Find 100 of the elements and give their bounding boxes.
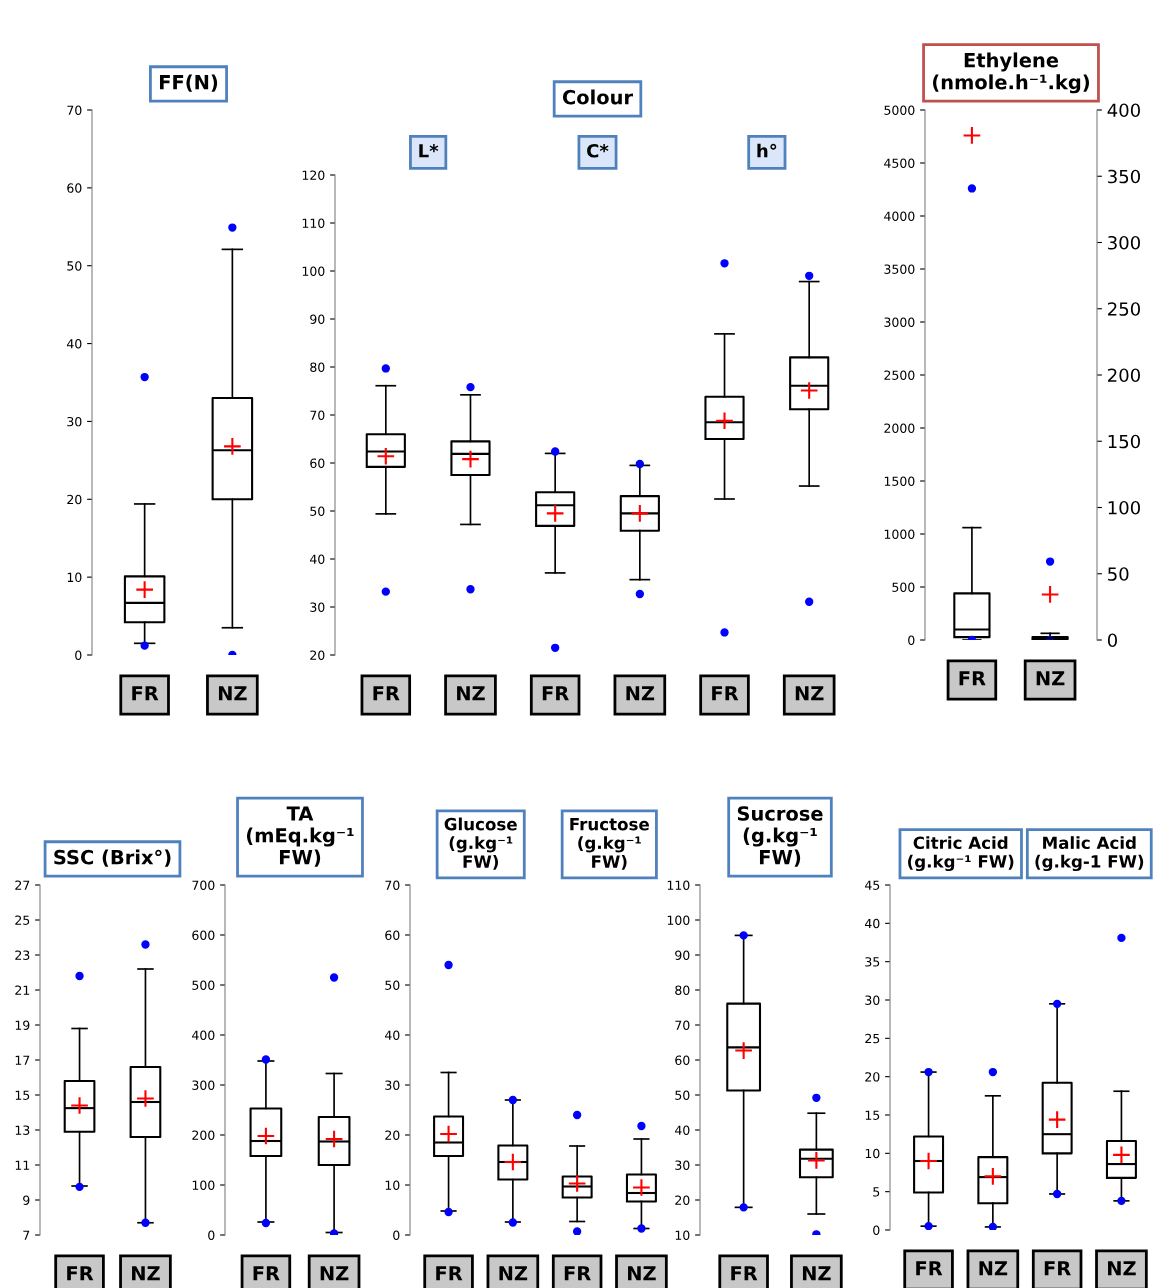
text: h° (757, 143, 777, 158)
y-tick-label: 11 (15, 1160, 30, 1170)
y-tick-label: 500 (892, 582, 915, 592)
y-tick-label: 500 (192, 980, 215, 990)
y2-tick-label: 350 (1108, 169, 1140, 184)
y-tick-label: 40 (66, 339, 82, 349)
y-tick-label: 20 (385, 1130, 400, 1140)
y-tick-label: 120 (302, 170, 325, 180)
x-tick-label: FR (731, 1266, 758, 1281)
text: Citric Acid (g.kg⁻¹ FW) (908, 836, 1014, 872)
y-tick-label: 15 (865, 1110, 880, 1120)
x-tick-label: FR (564, 1266, 591, 1281)
y-tick-label: 19 (15, 1020, 30, 1030)
x-tick-label: FR (712, 686, 739, 701)
y2-tick-label: 0 (1107, 633, 1118, 648)
y2-tick-label: 150 (1108, 434, 1140, 449)
y-tick-label: 1500 (884, 476, 915, 486)
y-tick-label: 30 (310, 602, 325, 612)
y-tick-label: 70 (310, 410, 325, 420)
y-tick-label: 110 (302, 218, 325, 228)
y-tick-label: 25 (865, 1033, 880, 1044)
y2-tick-label: 100 (1108, 500, 1140, 515)
y-tick-label: 700 (192, 880, 215, 890)
chart-title: SSC (Brix°) (54, 849, 171, 867)
y-tick-label: 13 (15, 1125, 30, 1135)
y-tick-label: 60 (385, 930, 400, 940)
y-tick-label: 60 (310, 458, 325, 468)
chart-title: Sucrose (g.kg⁻¹ FW) (737, 806, 823, 867)
y-tick-label: 4000 (884, 211, 915, 221)
y-tick-label: 5000 (884, 105, 915, 115)
y-tick-label: 30 (675, 1160, 690, 1170)
y-tick-label: 50 (67, 261, 82, 271)
y-tick-label: 100 (302, 266, 325, 276)
y-tick-label: 80 (675, 985, 690, 995)
y-tick-label: 35 (865, 957, 880, 967)
y-tick-label: 10 (675, 1230, 690, 1240)
y-tick-label: 7 (23, 1230, 30, 1240)
y-tick-label: 1000 (884, 529, 915, 539)
y-tick-label: 20 (675, 1195, 690, 1205)
y-tick-label: 600 (192, 930, 215, 940)
y-tick-label: 5 (873, 1187, 880, 1197)
x-tick-label: NZ (626, 686, 655, 701)
y-tick-label: 9 (23, 1195, 30, 1205)
y-tick-label: 40 (864, 918, 880, 929)
y-tick-label: 200 (192, 1130, 215, 1140)
x-tick-label: FR (959, 671, 986, 686)
text: Malic Acid (g.kg-1 FW) (1035, 836, 1144, 872)
y-tick-label: 20 (67, 494, 82, 505)
y-tick-label: 45 (864, 880, 880, 890)
text: Glucose (g.kg⁻¹ FW) (444, 817, 517, 870)
x-tick-label: NZ (979, 1261, 1008, 1276)
y-tick-label: 2000 (884, 423, 915, 433)
y-tick-label: 0 (75, 650, 82, 660)
y-tick-label: 20 (310, 650, 325, 660)
y-tick-label: 30 (385, 1080, 400, 1090)
x-tick-label: NZ (628, 1266, 656, 1281)
y-tick-label: 21 (15, 985, 30, 995)
y-tick-label: 50 (310, 506, 325, 516)
chart-title: TA (mEq.kg⁻¹ FW) (246, 806, 354, 867)
y-tick-label: 100 (667, 915, 690, 925)
y2-tick-label: 50 (1108, 567, 1129, 581)
y-tick-label: 3000 (884, 317, 915, 327)
y-tick-label: 2500 (884, 370, 915, 380)
text: Fructose (g.kg⁻¹ FW) (570, 818, 649, 870)
y-tick-label: 20 (865, 1072, 880, 1082)
x-tick-label: NZ (499, 1266, 528, 1281)
y-tick-label: 25 (15, 915, 30, 925)
y-tick-label: 0 (873, 1225, 880, 1235)
y-tick-label: 60 (67, 183, 82, 193)
y-tick-label: 4500 (884, 158, 915, 168)
x-tick-label: FR (253, 1266, 280, 1281)
y2-tick-label: 250 (1108, 302, 1140, 316)
x-tick-label: NZ (132, 1266, 160, 1281)
y-tick-label: 40 (384, 1030, 400, 1040)
text: C* (587, 143, 609, 158)
y-tick-label: 100 (192, 1180, 215, 1190)
x-tick-label: FR (916, 1261, 943, 1276)
x-tick-label: NZ (457, 686, 485, 701)
y-tick-label: 30 (67, 416, 82, 427)
y-tick-label: 90 (675, 950, 690, 960)
y-tick-label: 110 (667, 880, 690, 890)
x-tick-label: FR (67, 1266, 94, 1281)
x-tick-label: FR (132, 686, 159, 701)
chart-title: FF(N) (159, 74, 218, 92)
y-tick-label: 27 (15, 880, 30, 890)
y-tick-label: 3500 (884, 264, 915, 274)
y2-tick-label: 300 (1108, 235, 1140, 250)
y-tick-label: 60 (675, 1055, 690, 1065)
y-tick-label: 0 (908, 635, 915, 645)
y2-tick-label: 200 (1108, 368, 1140, 383)
y-tick-label: 10 (385, 1180, 400, 1190)
y-tick-label: 30 (865, 995, 880, 1005)
x-tick-label: FR (1044, 1261, 1071, 1276)
y-tick-label: 0 (208, 1230, 215, 1240)
x-tick-label: NZ (218, 686, 247, 701)
y-tick-label: 40 (309, 554, 325, 564)
chart-title: Ethylene (nmole.h⁻¹.kg) (933, 52, 1089, 94)
y-tick-label: 400 (192, 1030, 215, 1040)
x-tick-label: FR (373, 686, 400, 701)
x-tick-label: NZ (1036, 671, 1065, 686)
